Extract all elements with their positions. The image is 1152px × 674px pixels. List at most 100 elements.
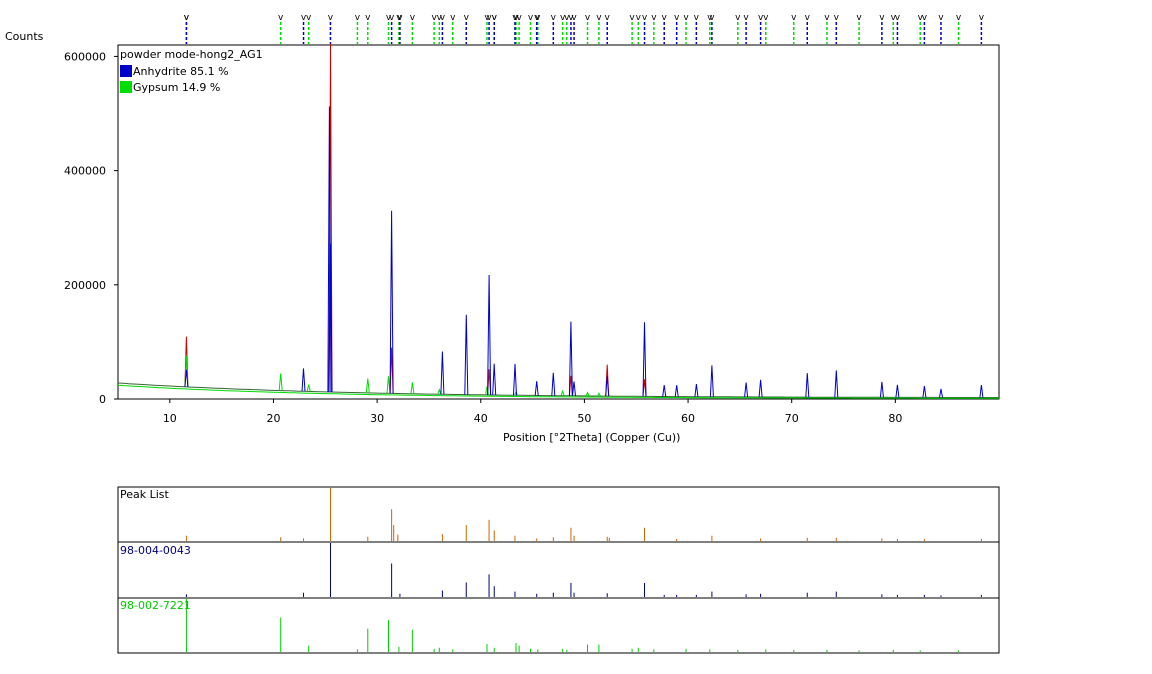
x-tick-label: 40 bbox=[474, 412, 488, 425]
anhydrite-ref-bars bbox=[185, 543, 982, 597]
peak-mark bbox=[301, 368, 306, 392]
reference-tick-glyph: v bbox=[791, 13, 797, 23]
reference-tick-glyph: v bbox=[534, 13, 540, 23]
peak-mark bbox=[572, 381, 576, 396]
gypsum-ref-panel bbox=[117, 597, 1000, 654]
reference-tick-glyph: v bbox=[956, 13, 962, 23]
reference-tick-glyph: v bbox=[386, 13, 392, 23]
gypsum-baseline bbox=[117, 384, 999, 399]
reference-tick-glyph: v bbox=[743, 13, 749, 23]
peak-mark bbox=[560, 389, 565, 396]
x-tick-label: 10 bbox=[163, 412, 177, 425]
peak-mark bbox=[879, 381, 884, 398]
peak-mark bbox=[895, 384, 900, 398]
reference-tick-glyph: v bbox=[410, 13, 416, 23]
peak-mark bbox=[551, 372, 556, 396]
reference-tick-glyph: v bbox=[513, 13, 519, 23]
reference-tick-glyph: v bbox=[484, 13, 490, 23]
reference-tick-glyph: v bbox=[662, 13, 668, 23]
reference-tick-glyph: v bbox=[834, 13, 840, 23]
peak-list-title: Peak List bbox=[120, 488, 170, 501]
peak-mark bbox=[596, 392, 601, 397]
reference-tick-glyph: v bbox=[365, 13, 371, 23]
peak-mark bbox=[979, 384, 984, 398]
reference-tick-glyph: v bbox=[824, 13, 830, 23]
reference-tick-glyph: v bbox=[651, 13, 657, 23]
reference-tick-glyph: v bbox=[642, 13, 648, 23]
x-tick-label: 20 bbox=[266, 412, 280, 425]
reference-tick-glyph: v bbox=[979, 13, 985, 23]
peak-mark bbox=[328, 43, 333, 393]
x-axis-label: Position [°2Theta] (Copper (Cu)) bbox=[503, 431, 680, 444]
reference-tick-glyph: v bbox=[278, 13, 284, 23]
reference-tick-glyph: v bbox=[636, 13, 642, 23]
peak-mark bbox=[513, 363, 517, 396]
legend-swatch-gypsum bbox=[120, 81, 132, 93]
reference-tick-strip: v v v v v v v v v v v v v vv v v vv v v v v v v v v v v v v v v vv v v v v v… bbox=[184, 13, 985, 44]
reference-tick-glyph: v bbox=[535, 13, 541, 23]
peak-list-panel bbox=[117, 486, 1000, 543]
reference-tick-glyph: v bbox=[301, 13, 307, 23]
peak-mark bbox=[939, 388, 943, 398]
reference-tick-glyph: v bbox=[758, 13, 764, 23]
peak-mark bbox=[662, 385, 667, 397]
reference-tick-glyph: v bbox=[184, 13, 190, 23]
gypsum-ref-bars bbox=[185, 599, 960, 652]
peak-mark bbox=[709, 365, 714, 397]
peak-mark bbox=[744, 382, 749, 397]
peak-list-bars bbox=[185, 488, 982, 541]
reference-tick-glyph: v bbox=[879, 13, 885, 23]
reference-tick-glyph: v bbox=[437, 13, 443, 23]
reference-tick-glyph: v bbox=[492, 13, 498, 23]
reference-tick-glyph: v bbox=[516, 13, 522, 23]
peak-mark bbox=[758, 379, 763, 398]
peak-mark bbox=[440, 351, 445, 395]
reference-tick-glyph: v bbox=[585, 13, 591, 23]
peak-mark bbox=[306, 384, 311, 392]
y-tick-label: 600000 bbox=[64, 50, 106, 63]
x-tick-label: 70 bbox=[785, 412, 799, 425]
reference-tick-glyph: v bbox=[568, 13, 574, 23]
reference-tick-glyph: v bbox=[629, 13, 635, 23]
reference-tick-glyph: v bbox=[492, 13, 498, 23]
reference-tick-glyph: v bbox=[450, 13, 456, 23]
peak-mark bbox=[328, 243, 333, 393]
reference-tick-glyph: v bbox=[891, 13, 897, 23]
reference-tick-glyph: v bbox=[709, 13, 715, 23]
gypsum-ref-title: 98-002-7221 bbox=[120, 599, 191, 612]
main-plot-axes: 10 20 30 40 50 60 70 80 0 200000 400000 600000 bbox=[64, 50, 902, 425]
legend-label-gypsum: Gypsum 14.9 % bbox=[133, 81, 220, 94]
x-tick-label: 80 bbox=[888, 412, 902, 425]
reference-tick-glyph: v bbox=[431, 13, 437, 23]
peak-mark bbox=[805, 373, 810, 398]
main-plot-traces bbox=[117, 43, 999, 399]
peak-mark bbox=[922, 385, 927, 398]
reference-tick-glyph: v bbox=[528, 13, 534, 23]
reference-tick-glyph: v bbox=[184, 13, 190, 23]
peak-mark bbox=[184, 369, 189, 387]
peak-mark bbox=[410, 382, 415, 394]
y-tick-label: 400000 bbox=[64, 165, 106, 178]
peak-mark bbox=[386, 376, 391, 394]
reference-tick-glyph: v bbox=[564, 13, 570, 23]
reference-tick-glyph: v bbox=[895, 13, 901, 23]
peak-mark bbox=[492, 363, 497, 396]
peak-mark bbox=[694, 384, 699, 397]
reference-tick-glyph: v bbox=[389, 13, 395, 23]
x-tick-label: 30 bbox=[370, 412, 384, 425]
reference-tick-glyph: v bbox=[328, 13, 334, 23]
reference-tick-glyph: v bbox=[571, 13, 577, 23]
peak-mark bbox=[534, 381, 539, 396]
legend-swatch-anhydrite bbox=[120, 65, 132, 77]
peak-mark bbox=[365, 378, 370, 393]
reference-tick-glyph: v bbox=[805, 13, 811, 23]
background-curve bbox=[117, 382, 999, 398]
peak-mark bbox=[834, 370, 839, 398]
reference-tick-glyph: v bbox=[464, 13, 470, 23]
reference-tick-glyph: v bbox=[922, 13, 928, 23]
reference-tick-glyph: v bbox=[763, 13, 769, 23]
peak-mark bbox=[437, 388, 442, 395]
peak-mark bbox=[674, 385, 679, 397]
sample-name: powder mode-hong2_AG1 bbox=[120, 48, 263, 61]
